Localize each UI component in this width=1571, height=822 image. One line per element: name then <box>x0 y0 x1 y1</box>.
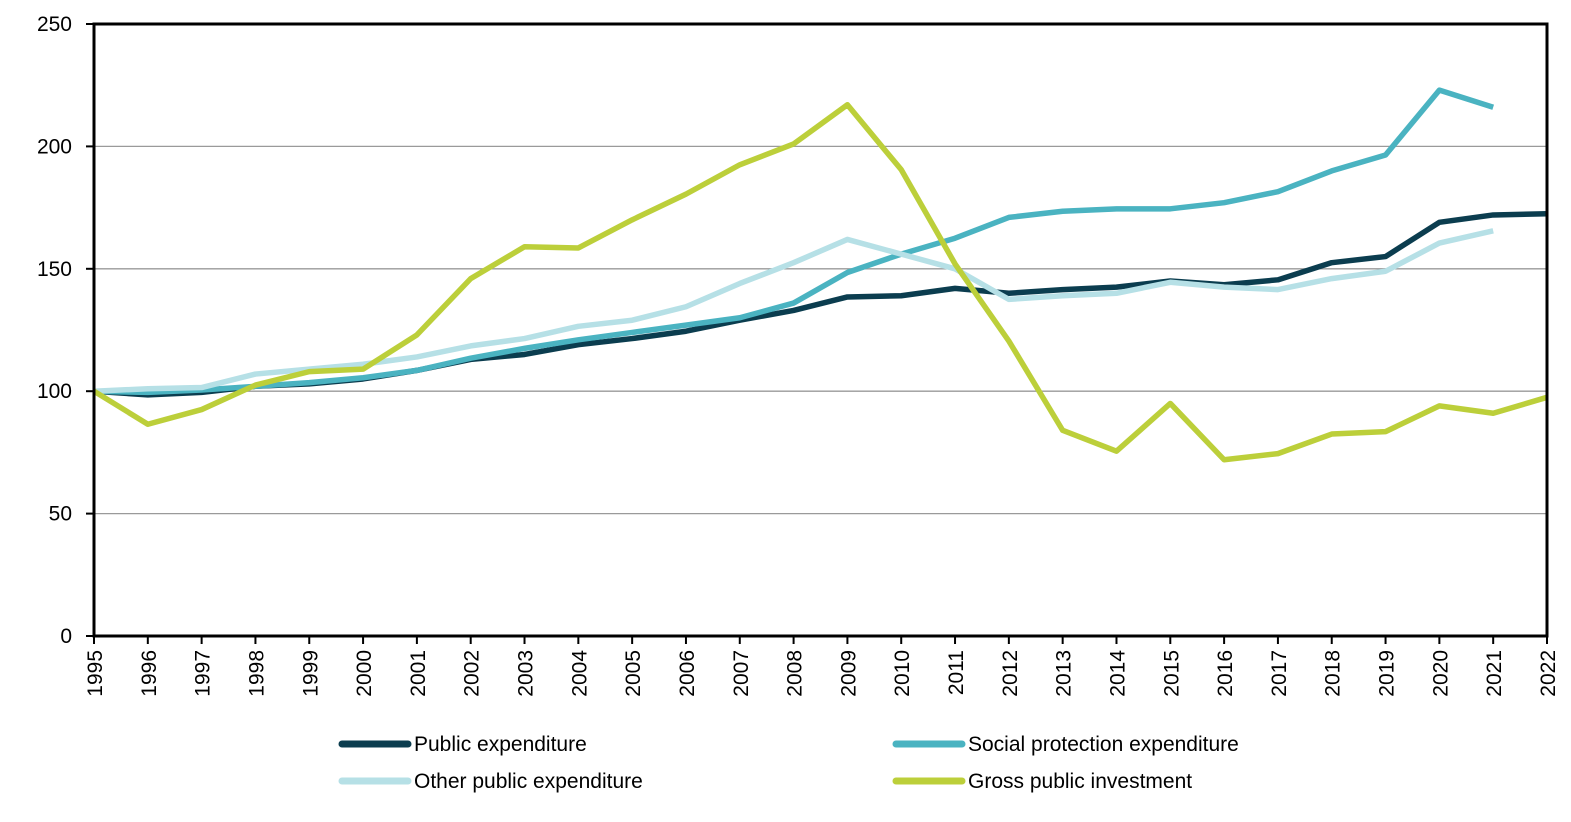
gridlines <box>94 145 1547 515</box>
legend-item-social-protection-expenditure: Social protection expenditure <box>892 733 1239 756</box>
x-tick-label: 2014 <box>1106 650 1129 697</box>
legend-label: Gross public investment <box>968 770 1192 793</box>
y-tick-label: 250 <box>37 13 72 36</box>
x-tick-label: 1999 <box>299 650 322 697</box>
series-line-other-public-expenditure <box>93 228 1494 394</box>
x-tick-label: 2003 <box>515 650 538 697</box>
y-tick-label: 100 <box>37 380 72 403</box>
x-tick-label: 2000 <box>353 650 376 697</box>
x-tick-label: 2005 <box>622 650 645 697</box>
y-tick-label: 200 <box>37 135 72 158</box>
x-tick-label: 2006 <box>676 650 699 697</box>
legend-item-other-public-expenditure: Other public expenditure <box>338 770 643 793</box>
legend-item-public-expenditure: Public expenditure <box>338 733 587 756</box>
plot-area-frame <box>92 22 1549 638</box>
x-tick-label: 1996 <box>138 650 161 697</box>
x-tick-label: 2011 <box>945 650 968 695</box>
y-tick-label: 150 <box>37 258 72 281</box>
x-tick-label: 2022 <box>1537 650 1560 697</box>
series-line-social-protection-expenditure <box>93 87 1495 396</box>
x-tick-label: 2018 <box>1322 650 1345 697</box>
series-lines <box>92 87 1548 463</box>
x-tick-label: 2021 <box>1483 650 1506 697</box>
x-tick-label: 2012 <box>999 650 1022 697</box>
series-line-gross-public-investment <box>92 102 1548 463</box>
x-tick-label: 2019 <box>1376 650 1399 697</box>
x-tick-label: 2004 <box>568 650 591 697</box>
x-tick-label: 2002 <box>461 650 484 697</box>
y-tick-label: 0 <box>60 625 72 648</box>
legend-item-gross-public-investment: Gross public investment <box>892 770 1192 793</box>
x-tick-label: 1998 <box>245 650 268 697</box>
x-tick-label: 2016 <box>1214 650 1237 697</box>
x-axis: 1995 1996 1997 1998 1999 2000 2001 2002 2003 2004… <box>84 636 1560 697</box>
legend: Public expenditure Social protection expe… <box>338 733 1239 793</box>
y-tick-label: 50 <box>49 503 72 526</box>
legend-label: Other public expenditure <box>414 770 643 793</box>
x-tick-label: 2007 <box>730 650 753 697</box>
x-tick-label: 2001 <box>407 650 430 697</box>
x-tick-label: 1995 <box>84 650 107 697</box>
x-tick-label: 2008 <box>784 650 807 697</box>
x-tick-label: 2009 <box>837 650 860 697</box>
x-tick-label: 2013 <box>1053 650 1076 697</box>
x-tick-label: 2017 <box>1268 650 1291 697</box>
x-tick-label: 2015 <box>1160 650 1183 697</box>
x-tick-label: 2010 <box>891 650 914 697</box>
x-tick-label: 2020 <box>1429 650 1452 697</box>
y-axis: 0 50 100 150 200 250 <box>37 13 94 648</box>
legend-label: Social protection expenditure <box>968 733 1239 756</box>
x-tick-label: 1997 <box>192 650 215 697</box>
legend-label: Public expenditure <box>414 733 587 756</box>
